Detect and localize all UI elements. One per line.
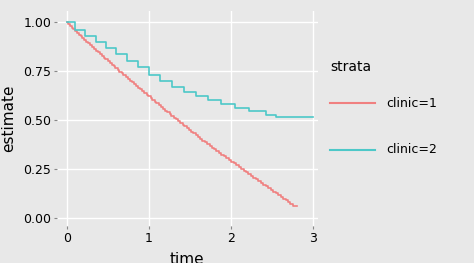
Text: clinic=1: clinic=1	[386, 97, 437, 110]
Text: strata: strata	[330, 60, 371, 74]
Text: clinic=2: clinic=2	[386, 143, 437, 156]
X-axis label: time: time	[170, 252, 205, 263]
Y-axis label: estimate: estimate	[1, 85, 17, 152]
